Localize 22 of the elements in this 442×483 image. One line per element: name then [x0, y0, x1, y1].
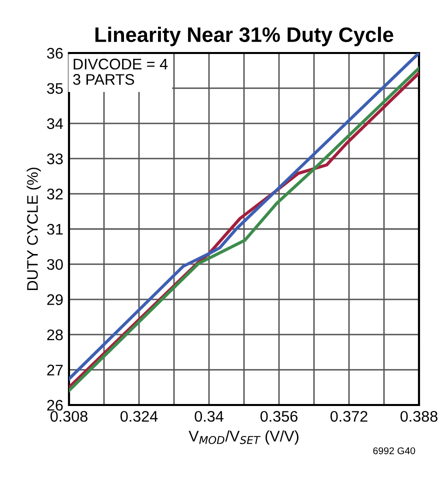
y-tick-label: 28: [47, 329, 63, 340]
chart-title: Linearity Near 31% Duty Cycle: [95, 26, 394, 46]
y-tick-label: 33: [47, 153, 63, 164]
x-tick-label: 0.308: [50, 410, 88, 422]
y-tick-label: 29: [47, 294, 63, 306]
x-tick-label: 0.324: [120, 410, 158, 422]
annotation: DIVCODE = 4 3 PARTS: [73, 58, 168, 85]
x-tick-label: 0.34: [194, 410, 224, 422]
y-tick-label: 31: [47, 224, 63, 235]
x-axis-title: V$_{MOD}$/V$_{SET}$ (V/V): [188, 430, 298, 445]
y-tick-label: 34: [47, 118, 63, 130]
y-tick-label: 36: [47, 48, 63, 59]
text: 6992 G40: [373, 447, 416, 454]
x-tick-label: 0.372: [330, 410, 368, 422]
y-tick-label: 32: [47, 188, 63, 200]
y-tick-label: 30: [47, 259, 63, 270]
x-tick-label: 0.356: [260, 410, 298, 422]
y-tick-label: 26: [47, 400, 63, 411]
y-tick-label: 35: [47, 83, 63, 94]
y-axis-title: DUTY CYCLE (%): [26, 168, 41, 290]
y-tick-label: 27: [47, 364, 63, 376]
x-tick-label: 0.388: [400, 410, 438, 422]
